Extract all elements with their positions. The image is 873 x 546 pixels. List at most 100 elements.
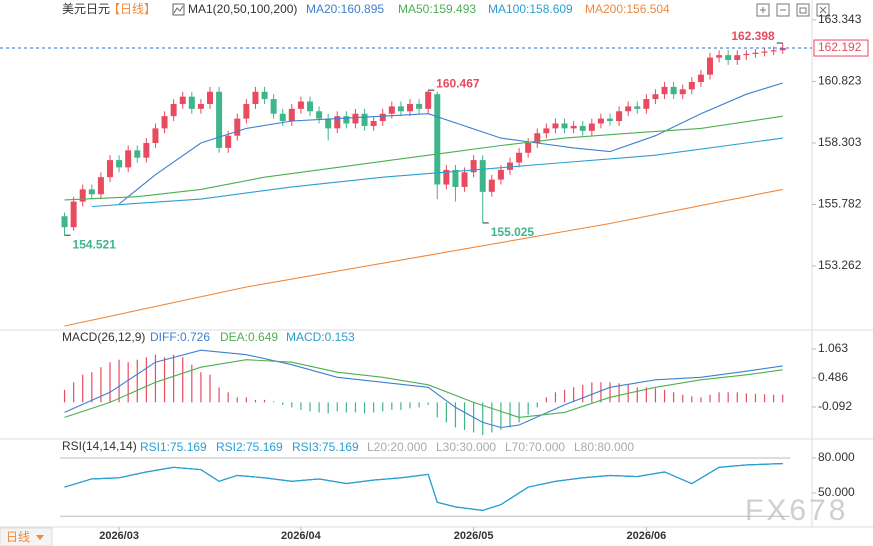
- legend-entry: MA100:158.609: [488, 2, 573, 16]
- y-tick-label: 163.343: [818, 12, 862, 26]
- candle-body: [516, 152, 523, 163]
- last-price-box: [813, 39, 869, 57]
- candle-body: [579, 125, 586, 131]
- y-tick-label: 160.823: [818, 74, 862, 88]
- candle-body: [397, 106, 404, 112]
- candle-body: [316, 111, 323, 119]
- macd-title: MACD(26,12,9): [62, 330, 145, 344]
- reset-button[interactable]: [796, 3, 810, 17]
- indicator-label: MA1(20,50,100,200): [188, 2, 297, 16]
- candle-body: [497, 169, 504, 180]
- candle-body: [216, 91, 223, 148]
- candle-body: [752, 52, 759, 54]
- candle-body: [743, 53, 750, 56]
- legend-entry: DEA:0.649: [220, 330, 278, 344]
- candle-body: [416, 103, 423, 109]
- level-label: L20:20.000: [367, 440, 427, 454]
- candle-body: [279, 113, 286, 122]
- candle-body: [88, 189, 95, 195]
- candle-body: [543, 128, 550, 134]
- x-tick-label: 2026/03: [99, 530, 139, 542]
- candle-body: [243, 103, 250, 119]
- candle-body: [179, 96, 186, 104]
- indicator-line: [64, 359, 783, 418]
- annotation-label: 162.398: [731, 29, 775, 43]
- indicator-line: [91, 137, 783, 208]
- x-tick-label: 2026/04: [281, 530, 322, 542]
- candle-body: [197, 103, 204, 109]
- dropdown-arrow: [36, 535, 44, 540]
- candle-body: [779, 48, 786, 51]
- icon-stroke: [799, 7, 807, 14]
- candle-body: [716, 55, 723, 58]
- candle-body: [525, 143, 532, 153]
- candle-body: [625, 106, 632, 112]
- candle-body: [79, 189, 86, 202]
- candle-body: [534, 133, 541, 144]
- period-tab-label[interactable]: 日线: [6, 530, 30, 544]
- candle-body: [288, 108, 295, 122]
- candle-body: [570, 125, 577, 129]
- y-tick-label: 158.303: [818, 135, 862, 149]
- rsi-title: RSI(14,14,14): [62, 439, 137, 453]
- candle-body: [170, 103, 177, 117]
- candle-body: [225, 135, 232, 148]
- x-tick-label: 2026/06: [626, 530, 666, 542]
- candle-body: [107, 160, 113, 178]
- indicator-icon[interactable]: [172, 3, 185, 16]
- candle-body: [679, 89, 686, 95]
- candle-body: [352, 113, 359, 124]
- candle-body: [61, 216, 68, 228]
- candle-body: [134, 150, 141, 158]
- y-tick-label: -0.092: [818, 399, 852, 413]
- candle-body: [188, 96, 195, 109]
- candle-body: [707, 57, 713, 75]
- candle-body: [488, 179, 495, 192]
- candle-body: [297, 101, 304, 109]
- candle-body: [461, 172, 468, 187]
- candle-body: [343, 116, 350, 124]
- candle-body: [552, 123, 559, 129]
- fullscreen-button[interactable]: [816, 3, 830, 17]
- indicator-icon: [173, 5, 184, 14]
- toolbar: [756, 3, 830, 17]
- zoom-out-button[interactable]: [776, 3, 790, 17]
- candle-body: [152, 128, 159, 144]
- candle-body: [507, 162, 513, 170]
- candle-body: [370, 121, 377, 126]
- candle-body: [725, 55, 732, 61]
- candle-body: [261, 91, 268, 100]
- candle-body: [143, 143, 150, 158]
- level-label: L70:70.000: [505, 440, 565, 454]
- y-tick-label: 80.000: [818, 450, 855, 464]
- indicator-line: [64, 463, 783, 511]
- icon-stroke: [819, 6, 827, 14]
- legend-entry: MA200:156.504: [585, 2, 670, 16]
- legend-entry: DIFF:0.726: [150, 330, 210, 344]
- candle-body: [252, 91, 259, 104]
- legend-entry: RSI2:75.169: [216, 440, 283, 454]
- candle-body: [652, 94, 659, 100]
- candle-body: [734, 55, 741, 61]
- y-tick-label: 155.782: [818, 197, 862, 211]
- candle-body: [116, 160, 123, 168]
- candle-body: [670, 86, 677, 95]
- candle-body: [234, 118, 241, 136]
- candle-body: [407, 103, 413, 112]
- last-price-label: 162.192: [818, 40, 862, 54]
- period-tab[interactable]: [0, 527, 53, 546]
- period-label[interactable]: 【日线】: [108, 2, 156, 16]
- candle-body: [761, 51, 768, 53]
- y-tick-label: 50.000: [818, 485, 855, 499]
- candle-body: [588, 123, 595, 131]
- indicator-line: [64, 188, 783, 327]
- annotation-label: 160.467: [436, 76, 480, 90]
- legend-entry: RSI1:75.169: [140, 440, 207, 454]
- candle-body: [207, 91, 213, 104]
- zoom-button[interactable]: [756, 3, 770, 17]
- candle-body: [643, 99, 650, 109]
- legend-entry: MACD:0.153: [286, 330, 355, 344]
- level-label: L30:30.000: [436, 440, 496, 454]
- candle-body: [688, 82, 695, 90]
